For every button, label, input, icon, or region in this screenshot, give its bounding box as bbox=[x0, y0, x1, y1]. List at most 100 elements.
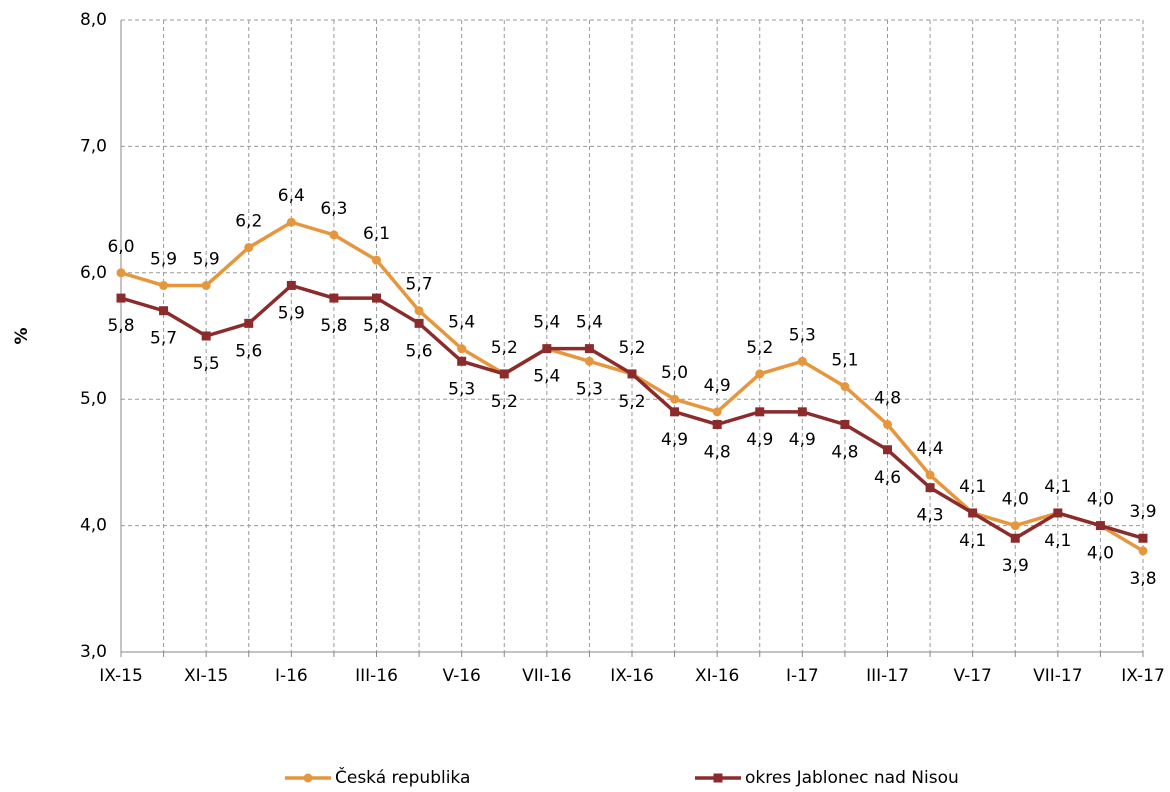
data-label: 4,9 bbox=[704, 376, 731, 396]
point bbox=[1095, 521, 1105, 531]
data-label: 4,1 bbox=[959, 531, 986, 551]
point bbox=[414, 318, 424, 328]
data-label: 5,2 bbox=[746, 338, 773, 358]
point bbox=[712, 419, 722, 429]
x-tick-label: VII-16 bbox=[522, 666, 571, 686]
x-tick-label: XI-15 bbox=[184, 666, 228, 686]
point bbox=[755, 407, 765, 417]
point bbox=[627, 369, 637, 379]
point bbox=[584, 344, 594, 354]
data-label: 5,6 bbox=[406, 341, 433, 361]
point bbox=[201, 331, 211, 341]
point bbox=[159, 306, 169, 316]
point bbox=[1010, 533, 1020, 543]
data-label: 5,4 bbox=[533, 367, 560, 387]
data-label: 5,9 bbox=[193, 249, 220, 269]
point bbox=[116, 293, 126, 303]
data-label: 5,3 bbox=[448, 379, 475, 399]
data-label: 4,0 bbox=[1002, 490, 1029, 510]
point bbox=[797, 407, 807, 417]
y-tick-label: 7,0 bbox=[80, 136, 107, 156]
point bbox=[329, 293, 339, 303]
data-label: 5,4 bbox=[533, 313, 560, 333]
point bbox=[755, 369, 765, 379]
data-label: 5,8 bbox=[320, 316, 347, 336]
data-label: 5,0 bbox=[661, 363, 688, 383]
y-tick-label: 8,0 bbox=[80, 10, 107, 30]
point bbox=[670, 394, 680, 404]
data-label: 5,2 bbox=[491, 338, 518, 358]
data-label: 5,7 bbox=[406, 275, 433, 295]
data-label: 6,0 bbox=[107, 237, 134, 257]
point bbox=[414, 306, 424, 316]
data-label: 4,9 bbox=[746, 430, 773, 450]
data-label: 5,8 bbox=[107, 316, 134, 336]
x-tick-label: III-16 bbox=[355, 666, 398, 686]
data-label: 5,9 bbox=[278, 303, 305, 323]
legend-marker bbox=[303, 773, 313, 783]
data-label: 3,8 bbox=[1129, 569, 1156, 589]
x-tick-label: V-17 bbox=[953, 666, 991, 686]
data-label: 5,7 bbox=[150, 329, 177, 349]
point bbox=[1138, 533, 1148, 543]
y-tick-label: 5,0 bbox=[80, 389, 107, 409]
x-tick-label: III-17 bbox=[866, 666, 909, 686]
data-label: 5,1 bbox=[831, 351, 858, 371]
point bbox=[840, 382, 850, 392]
data-label: 5,2 bbox=[618, 392, 645, 412]
legend-marker bbox=[713, 773, 723, 783]
point bbox=[499, 369, 509, 379]
point bbox=[329, 230, 339, 240]
x-tick-label: IX-16 bbox=[610, 666, 654, 686]
point bbox=[201, 280, 211, 290]
x-tick-label: V-16 bbox=[442, 666, 480, 686]
x-tick-label: XI-16 bbox=[695, 666, 739, 686]
data-label: 6,2 bbox=[235, 212, 262, 232]
data-label: 5,4 bbox=[448, 313, 475, 333]
data-label: 4,1 bbox=[1044, 477, 1071, 497]
y-tick-label: 3,0 bbox=[80, 642, 107, 662]
data-label: 4,0 bbox=[1087, 490, 1114, 510]
x-tick-label: I-17 bbox=[786, 666, 819, 686]
point bbox=[840, 419, 850, 429]
point bbox=[542, 344, 552, 354]
point bbox=[372, 255, 381, 265]
x-tick-label: IX-17 bbox=[1121, 666, 1165, 686]
data-label: 4,0 bbox=[1087, 544, 1114, 564]
data-label: 4,8 bbox=[831, 442, 858, 462]
point bbox=[1010, 521, 1020, 531]
point bbox=[457, 344, 467, 354]
data-label: 4,8 bbox=[874, 388, 901, 408]
data-label: 4,8 bbox=[704, 442, 731, 462]
point bbox=[244, 243, 254, 253]
point bbox=[286, 280, 296, 290]
data-label: 4,3 bbox=[917, 506, 944, 526]
data-label: 5,2 bbox=[491, 392, 518, 412]
data-label: 4,4 bbox=[917, 439, 944, 459]
data-label: 5,4 bbox=[576, 313, 603, 333]
data-label: 4,9 bbox=[661, 430, 688, 450]
y-tick-label: 4,0 bbox=[80, 516, 107, 536]
point bbox=[1053, 508, 1063, 518]
data-label: 4,1 bbox=[959, 477, 986, 497]
legend-label: Česká republika bbox=[335, 766, 470, 788]
data-label: 5,3 bbox=[576, 379, 603, 399]
point bbox=[883, 419, 892, 429]
data-label: 3,9 bbox=[1129, 502, 1156, 522]
data-label: 4,9 bbox=[789, 430, 816, 450]
point bbox=[670, 407, 680, 417]
point bbox=[1138, 546, 1148, 556]
data-label: 4,1 bbox=[1044, 531, 1071, 551]
point bbox=[244, 318, 254, 328]
legend-label: okres Jablonec nad Nisou bbox=[745, 768, 959, 788]
point bbox=[968, 508, 978, 518]
y-tick-label: 6,0 bbox=[80, 263, 107, 283]
data-label: 5,2 bbox=[618, 338, 645, 358]
data-label: 5,8 bbox=[363, 316, 390, 336]
x-tick-label: IX-15 bbox=[99, 666, 143, 686]
data-label: 4,6 bbox=[874, 468, 901, 488]
data-label: 5,9 bbox=[150, 249, 177, 269]
data-label: 6,3 bbox=[320, 199, 347, 219]
point bbox=[457, 356, 467, 366]
